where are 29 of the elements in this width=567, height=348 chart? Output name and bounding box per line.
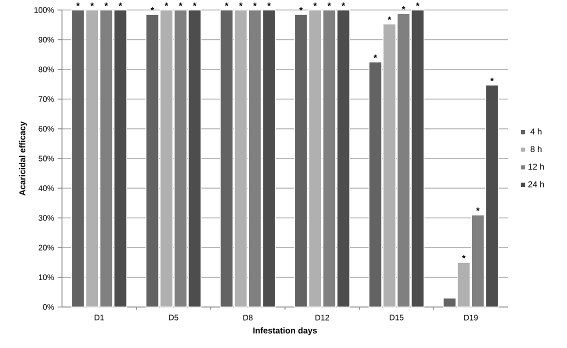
data-label: *: [299, 7, 303, 10]
x-axis-title: Infestation days: [253, 327, 317, 336]
data-label: *: [402, 6, 406, 10]
legend-label: 8 h: [530, 146, 542, 152]
data-label: *: [164, 2, 168, 6]
data-label: *: [90, 2, 94, 6]
data-label: *: [342, 2, 346, 6]
legend-label: 24 h: [528, 181, 544, 188]
data-label: *: [267, 2, 271, 6]
data-label: *: [328, 2, 331, 6]
data-label: *: [388, 16, 392, 20]
data-label: *: [178, 2, 182, 6]
data-label: *: [416, 2, 420, 6]
data-label: *: [192, 2, 196, 6]
data-label: *: [490, 78, 494, 82]
data-label: *: [462, 255, 466, 258]
data-label: *: [374, 54, 378, 58]
data-label: *: [239, 2, 243, 6]
data-label: *: [224, 2, 228, 6]
data-label: *: [313, 2, 317, 6]
data-label: *: [476, 208, 480, 211]
data-label: *: [104, 2, 108, 6]
data-label: *: [253, 2, 257, 6]
legend-label: 4 h: [530, 128, 542, 134]
data-label: *: [150, 7, 154, 10]
data-label: *: [118, 2, 122, 6]
y-axis-title: Acaricidal efficacy: [19, 121, 27, 196]
legend-label: 12 h: [528, 163, 544, 170]
data-label: *: [76, 2, 80, 6]
